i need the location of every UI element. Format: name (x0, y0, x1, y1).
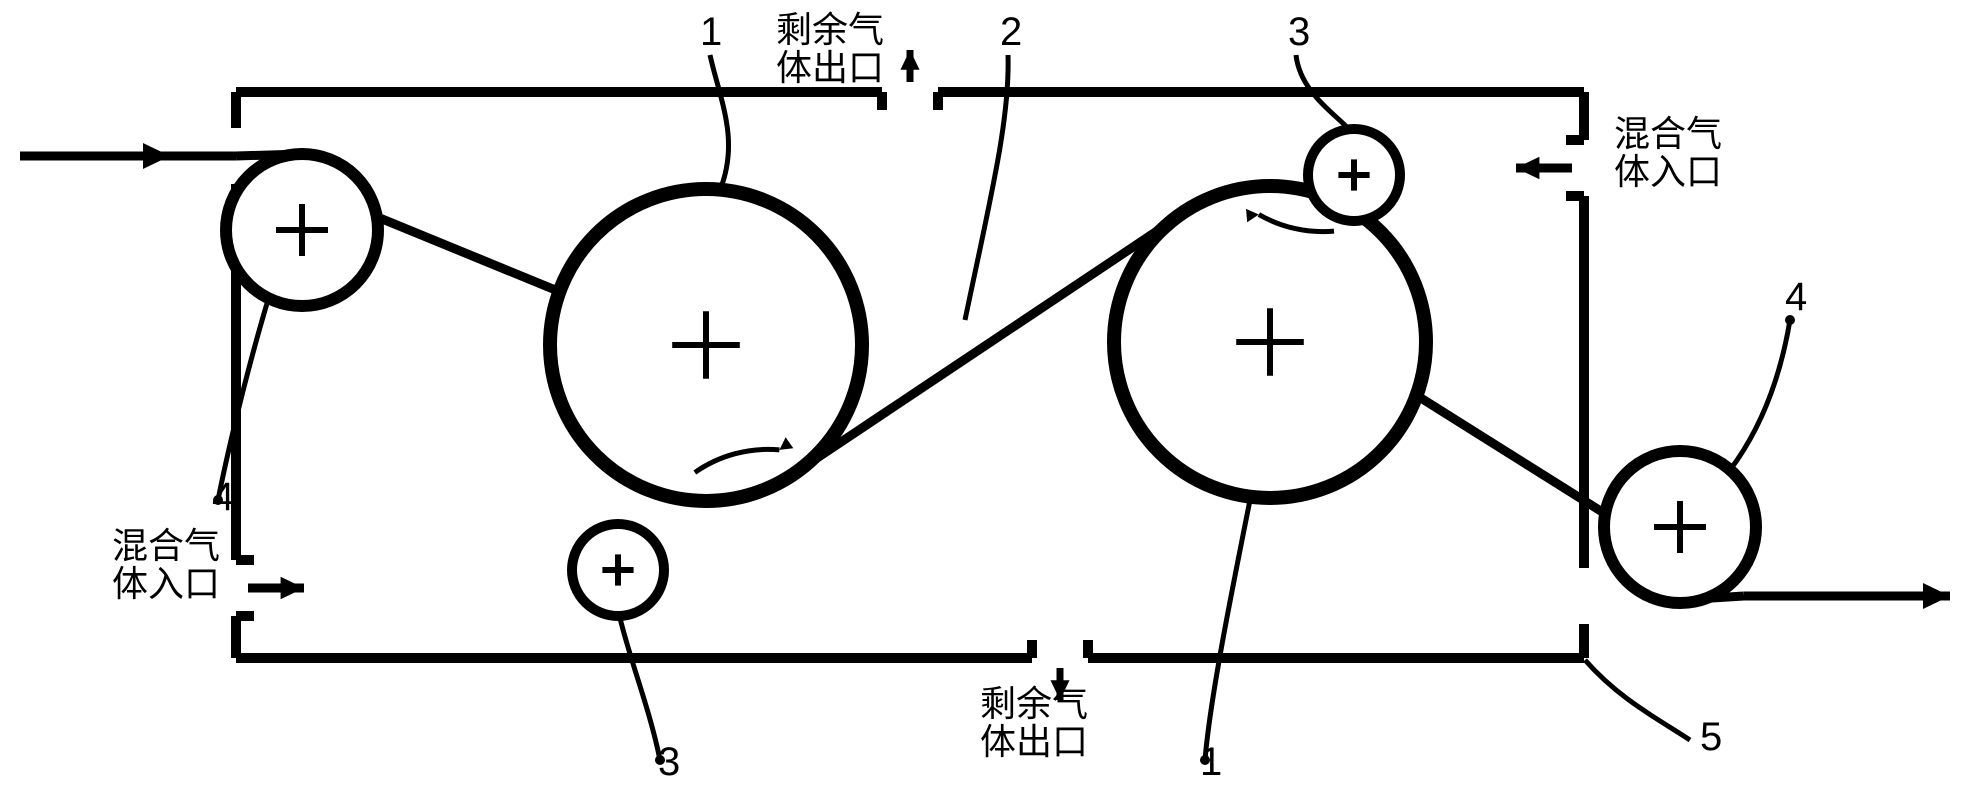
label-mix-right-2: 体入口 (1614, 151, 1722, 192)
num-5: 5 (1700, 715, 1722, 759)
leader-1-top (710, 55, 729, 190)
leader-4-right (1730, 320, 1790, 470)
label-mix-left-2: 体入口 (112, 563, 220, 604)
leader-3-bot (620, 618, 660, 760)
num-1-top: 1 (700, 10, 722, 54)
num-3-bot: 3 (658, 740, 680, 784)
num-4-left: 4 (212, 475, 234, 519)
label-residual-bot-2: 体出口 (980, 721, 1088, 762)
num-4-right: 4 (1785, 275, 1807, 319)
num-2-top: 2 (1000, 10, 1022, 54)
leader-1-bot (1205, 500, 1250, 760)
belt-path (236, 154, 1744, 603)
num-1-bot: 1 (1200, 740, 1222, 784)
label-residual-top-2: 体出口 (776, 47, 884, 88)
label-mix-right-1: 混合气 (1614, 113, 1722, 154)
leader-4-left (218, 300, 268, 500)
num-3-top: 3 (1288, 10, 1310, 54)
label-mix-left-1: 混合气 (112, 525, 220, 566)
label-residual-bot-1: 剩余气 (980, 683, 1088, 724)
label-residual-top-1: 剩余气 (776, 9, 884, 50)
leader-5 (1585, 660, 1690, 740)
